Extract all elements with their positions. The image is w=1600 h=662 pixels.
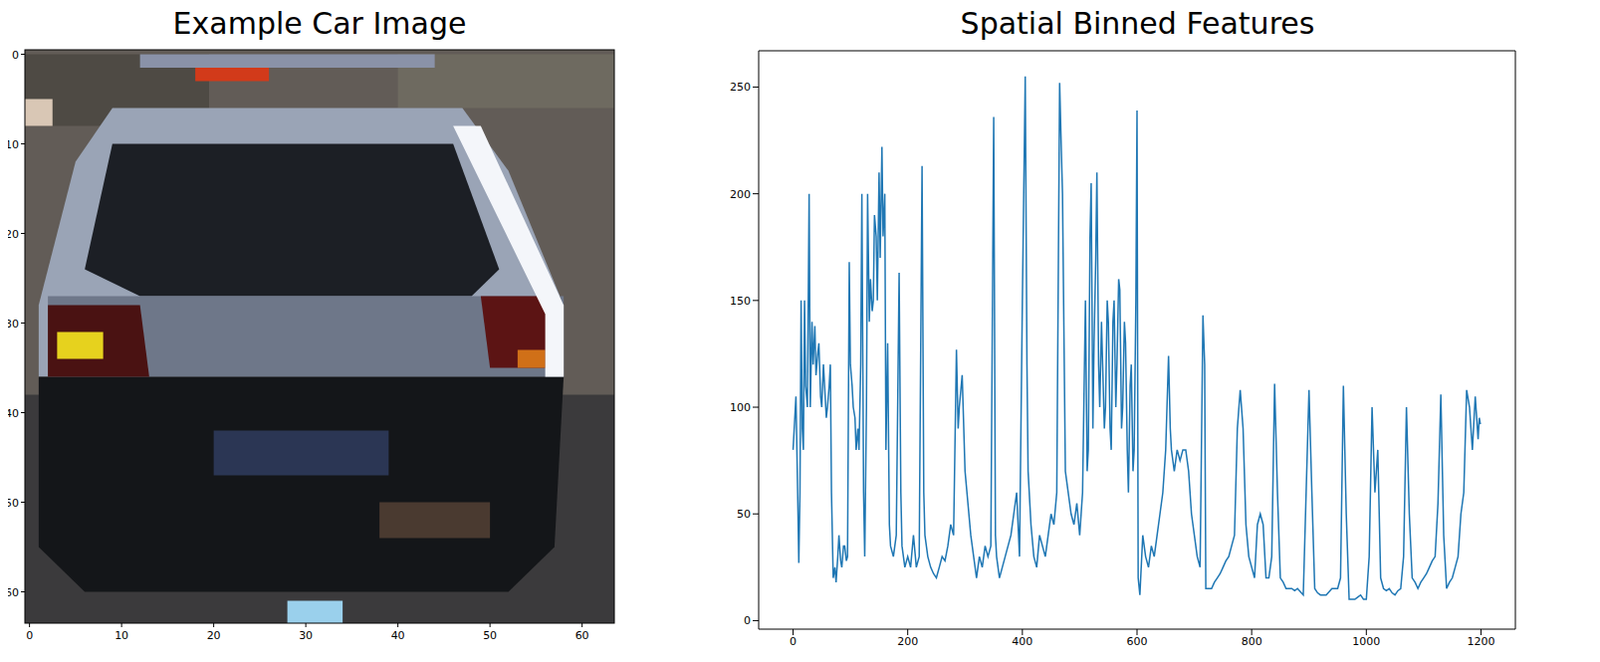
- svg-text:50: 50: [482, 629, 497, 643]
- svg-text:100: 100: [729, 401, 751, 415]
- svg-text:40: 40: [391, 629, 406, 643]
- svg-text:30: 30: [298, 629, 313, 643]
- svg-text:200: 200: [897, 635, 918, 649]
- svg-text:0: 0: [789, 635, 797, 649]
- svg-text:400: 400: [1011, 635, 1033, 649]
- svg-text:200: 200: [729, 188, 751, 202]
- svg-text:40: 40: [7, 407, 19, 421]
- svg-text:10: 10: [114, 629, 129, 643]
- svg-text:60: 60: [7, 586, 19, 600]
- svg-text:0: 0: [25, 629, 33, 643]
- svg-text:150: 150: [729, 294, 751, 308]
- svg-text:0: 0: [743, 614, 751, 628]
- svg-text:20: 20: [207, 629, 222, 643]
- svg-text:1200: 1200: [1466, 635, 1495, 649]
- svg-text:250: 250: [729, 80, 751, 94]
- svg-text:600: 600: [1127, 635, 1148, 649]
- svg-text:20: 20: [7, 228, 19, 241]
- svg-text:50: 50: [736, 507, 751, 521]
- svg-text:0: 0: [11, 48, 19, 62]
- svg-text:800: 800: [1241, 635, 1263, 649]
- svg-text:50: 50: [7, 496, 19, 510]
- svg-text:10: 10: [7, 138, 19, 152]
- svg-text:60: 60: [575, 629, 590, 643]
- svg-text:30: 30: [7, 317, 19, 331]
- svg-text:1000: 1000: [1352, 635, 1380, 649]
